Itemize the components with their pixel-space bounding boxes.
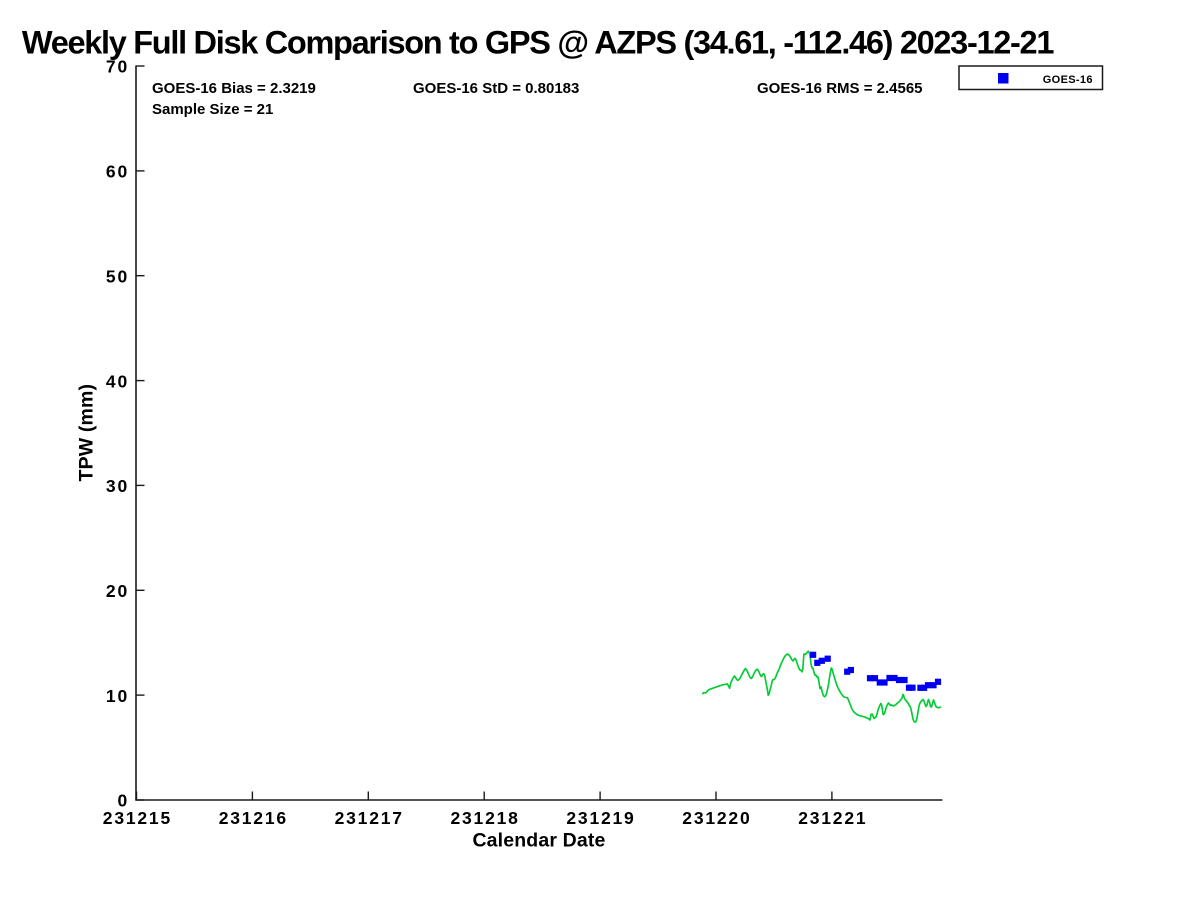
svg-text:GOES-16: GOES-16: [1043, 74, 1093, 86]
svg-text:231217: 231217: [335, 808, 404, 828]
svg-text:0: 0: [117, 791, 129, 811]
svg-text:50: 50: [106, 266, 129, 286]
svg-text:GOES-16 StD = 0.80183: GOES-16 StD = 0.80183: [413, 80, 579, 97]
svg-text:Calendar Date: Calendar Date: [472, 830, 605, 852]
svg-text:10: 10: [106, 686, 129, 706]
svg-text:231219: 231219: [566, 808, 635, 828]
svg-text:30: 30: [106, 476, 129, 496]
svg-text:20: 20: [106, 581, 129, 601]
svg-text:Sample Size = 21: Sample Size = 21: [152, 101, 273, 118]
svg-text:70: 70: [106, 57, 129, 77]
svg-text:60: 60: [106, 162, 129, 182]
svg-text:231221: 231221: [798, 808, 867, 828]
svg-text:231216: 231216: [219, 808, 288, 828]
svg-text:231215: 231215: [103, 808, 172, 828]
svg-text:TPW (mm): TPW (mm): [76, 384, 98, 482]
svg-text:Weekly Full Disk Comparison to: Weekly Full Disk Comparison to GPS @ AZP…: [22, 25, 1054, 61]
svg-text:GOES-16 RMS = 2.4565: GOES-16 RMS = 2.4565: [757, 80, 923, 97]
svg-text:GOES-16 Bias = 2.3219: GOES-16 Bias = 2.3219: [152, 80, 316, 97]
svg-text:40: 40: [106, 371, 129, 391]
svg-text:231218: 231218: [450, 808, 519, 828]
svg-text:231220: 231220: [682, 808, 751, 828]
